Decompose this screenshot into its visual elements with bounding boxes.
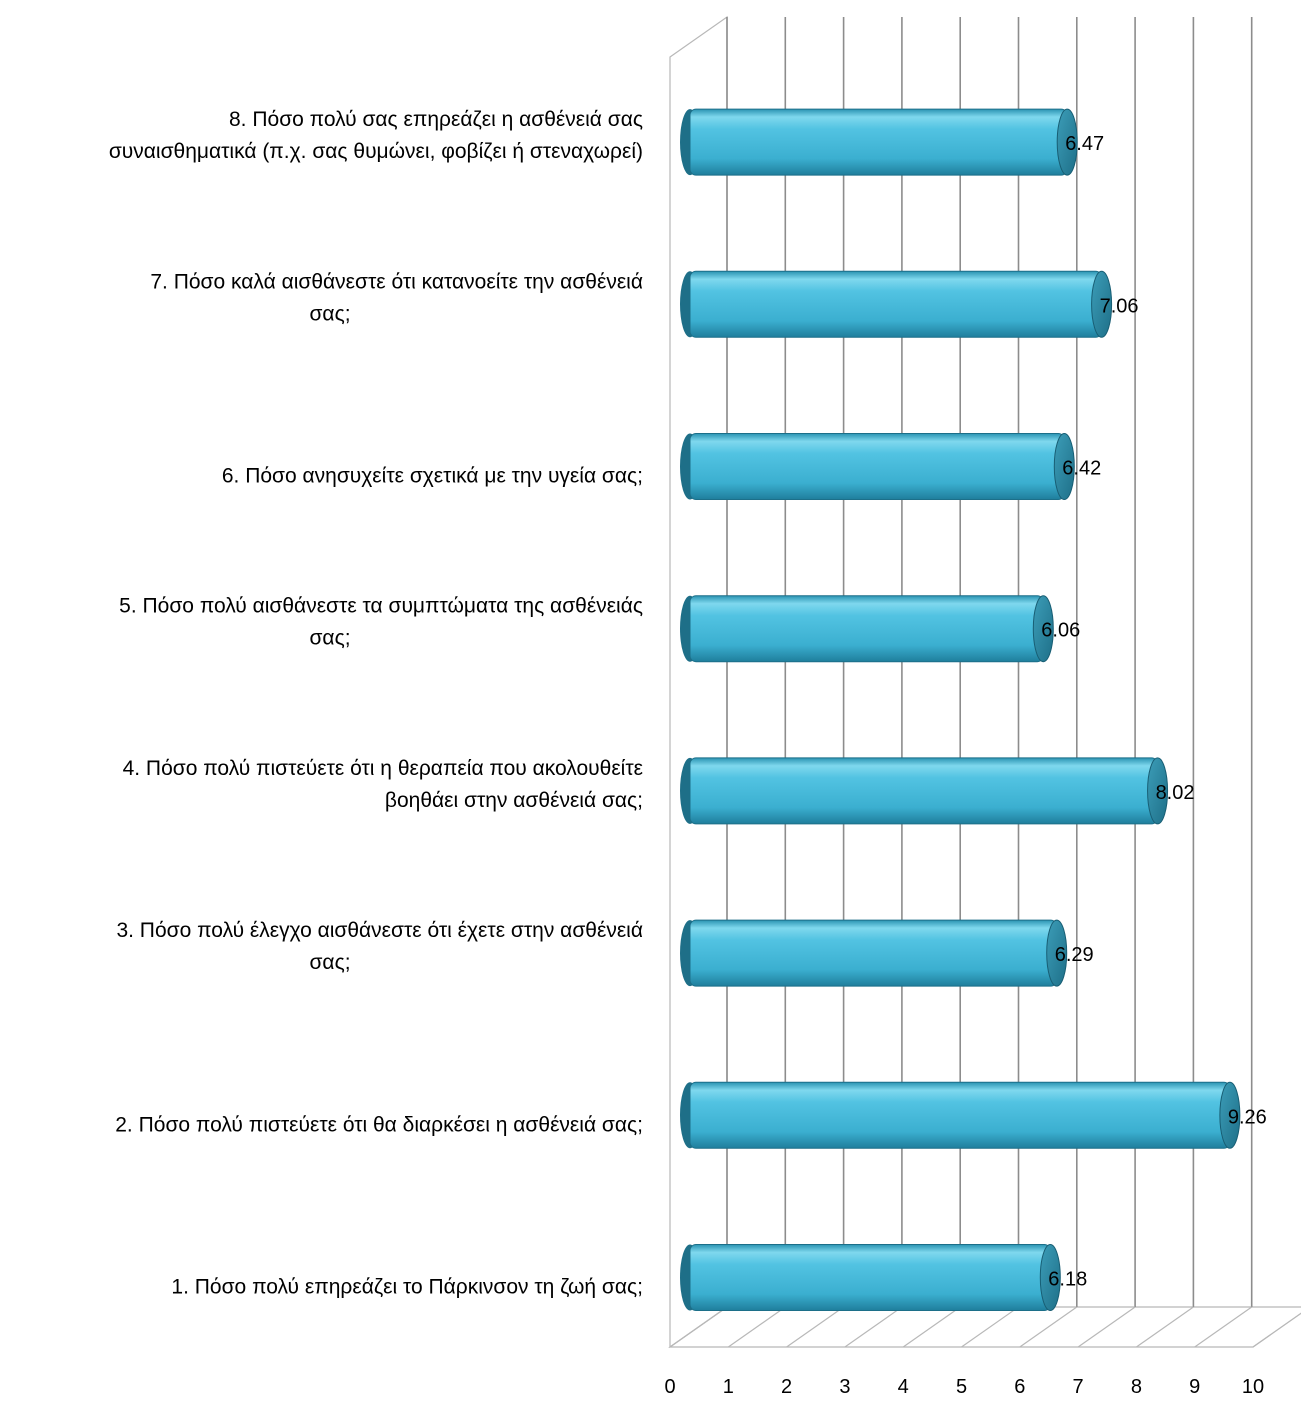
x-axis-ticks: 0 1 2 3 4 5 6 7 8 9 10 (664, 1376, 1264, 1398)
bar-end-cap (1053, 433, 1075, 500)
floor-gridline (1194, 1306, 1253, 1348)
floor-gridline (961, 1306, 1019, 1348)
category-label: 4. Πόσο πολύ πιστεύετε ότι η θεραπεία πο… (123, 757, 643, 780)
floor-gridline (1136, 1306, 1194, 1348)
category-label: 5. Πόσο πολύ αισθάνεστε τα συμπτώματα τη… (119, 595, 643, 618)
category-label: σας; (309, 951, 350, 974)
x-tick-label: 10 (1242, 1376, 1264, 1396)
bar-end-cap (1219, 1081, 1241, 1149)
bar-body (689, 270, 1103, 338)
category-label: 1. Πόσο πολύ επηρεάζει το Πάρκινσον τη ζ… (171, 1276, 643, 1299)
floor-gridline (669, 1306, 728, 1348)
category-label: βοηθάει στην ασθένειά σας; (385, 789, 643, 812)
floor-gridline (786, 1306, 844, 1348)
bar-end-cap (1032, 595, 1054, 663)
value-label: 6.18 (1048, 1269, 1087, 1291)
bar (680, 1244, 1061, 1311)
value-label: 6.42 (1062, 458, 1101, 480)
bar-end-cap (1091, 270, 1113, 338)
floor-gridline (727, 1306, 786, 1348)
bar-body (689, 108, 1068, 176)
bar (680, 1081, 1241, 1149)
bar (680, 757, 1169, 825)
bar-body (689, 1081, 1231, 1149)
category-label: 8. Πόσο πολύ σας επηρεάζει η ασθένειά σα… (229, 108, 643, 131)
x-tick-label: 2 (781, 1376, 792, 1396)
category-label: 7. Πόσο καλά αισθάνεστε ότι κατανοείτε τ… (150, 270, 643, 293)
floor-outline (668, 1306, 1301, 1348)
x-tick-label: 5 (956, 1376, 967, 1396)
value-label: 9.26 (1228, 1106, 1267, 1128)
category-labels: 8. Πόσο πολύ σας επηρεάζει η ασθένειά σα… (109, 108, 643, 1298)
floor-gridline (1252, 1312, 1301, 1348)
x-tick-label: 1 (723, 1376, 734, 1396)
value-label: 6.06 (1041, 620, 1080, 642)
category-label: συναισθηματικά (π.χ. σας θυμώνει, φοβίζε… (109, 140, 643, 163)
bar-body (689, 1244, 1051, 1311)
value-label: 6.47 (1065, 133, 1104, 155)
x-tick-label: 3 (839, 1376, 850, 1396)
x-tick-label: 0 (664, 1376, 675, 1396)
bar (680, 433, 1075, 500)
x-tick-label: 9 (1189, 1376, 1200, 1396)
category-label: 6. Πόσο ανησυχείτε σχετικά με την υγεία … (222, 465, 643, 488)
bar (680, 270, 1113, 338)
x-tick-label: 6 (1014, 1376, 1025, 1396)
x-tick-label: 8 (1131, 1376, 1142, 1396)
floor-gridline (844, 1306, 903, 1348)
value-label: 6.29 (1055, 944, 1094, 966)
value-label: 8.02 (1156, 782, 1195, 804)
floor-gridline (1077, 1306, 1136, 1348)
bar-end-cap (1046, 919, 1068, 987)
value-labels: 6.47 7.06 6.42 6.06 8.02 6.29 9.26 6.18 (1041, 133, 1266, 1290)
floor-gridline (1019, 1306, 1078, 1348)
bar-body (689, 433, 1065, 500)
bar-body (689, 919, 1058, 987)
value-label: 7.06 (1100, 295, 1139, 317)
category-label: σας; (309, 627, 350, 650)
bar-end-cap (1147, 757, 1169, 825)
bar-end-cap (1039, 1244, 1061, 1311)
bar-end-cap (1056, 108, 1078, 176)
category-label: σας; (309, 302, 350, 325)
x-tick-label: 7 (1073, 1376, 1084, 1396)
category-label: 3. Πόσο πολύ έλεγχο αισθάνεστε ότι έχετε… (116, 919, 643, 942)
bar (680, 919, 1068, 987)
category-label: 2. Πόσο πολύ πιστεύετε ότι θα διαρκέσει … (115, 1113, 643, 1136)
bar (680, 595, 1054, 663)
x-tick-label: 4 (898, 1376, 909, 1396)
bar (680, 108, 1078, 176)
floor-gridline (902, 1306, 961, 1348)
bar-body (689, 757, 1159, 825)
bars (680, 108, 1241, 1311)
bar-body (689, 595, 1044, 663)
